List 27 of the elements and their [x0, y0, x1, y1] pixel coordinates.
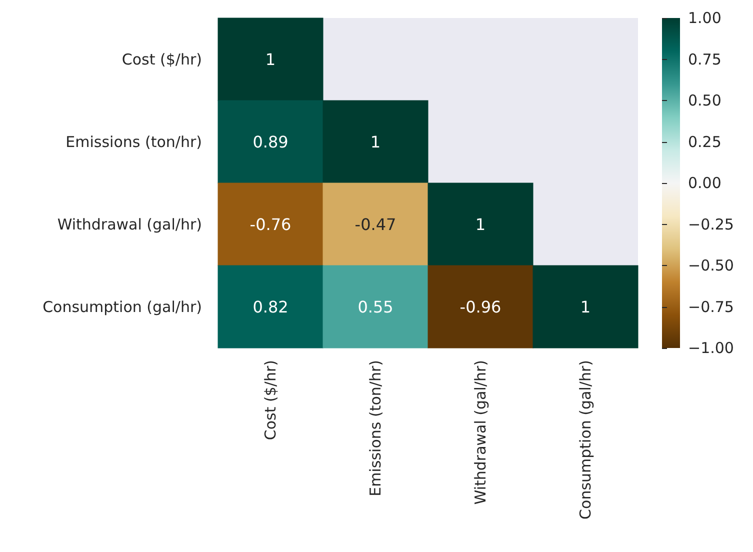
data-label: -0.76: [250, 214, 292, 234]
data-label: 1: [370, 132, 381, 152]
y-tick-label: Emissions (ton/hr): [66, 132, 202, 151]
data-label: 0.82: [252, 297, 288, 316]
x-tick-label: Emissions (ton/hr): [366, 360, 384, 496]
color-bar-label: 0.25: [688, 132, 722, 151]
data-label: 1: [265, 50, 276, 69]
color-bar-label: −0.75: [688, 298, 734, 316]
color-bar-label: 0.50: [688, 92, 722, 110]
color-bar-label: −1.00: [688, 339, 734, 357]
color-bar-label: 1.00: [688, 9, 722, 27]
color-bar-label: 0.75: [688, 50, 722, 68]
x-tick-label: Cost ($/hr): [262, 360, 280, 440]
data-label: -0.47: [354, 214, 396, 234]
data-label: 0.55: [358, 297, 394, 316]
y-tick-label: Withdrawal (gal/hr): [57, 215, 202, 234]
data-label: 1: [580, 297, 591, 316]
color-bar-label: −0.50: [688, 256, 734, 274]
x-tick-label: Withdrawal (gal/hr): [472, 360, 490, 505]
color-bar-label: −0.25: [688, 215, 734, 234]
data-label: -0.96: [460, 297, 502, 316]
data-label: 1: [475, 214, 486, 234]
y-tick-label: Consumption (gal/hr): [42, 298, 202, 316]
color-bar-label: 0.00: [688, 174, 722, 192]
data-label: 0.89: [252, 132, 288, 152]
y-tick-label: Cost ($/hr): [122, 50, 202, 68]
x-tick-label: Consumption (gal/hr): [576, 360, 594, 520]
